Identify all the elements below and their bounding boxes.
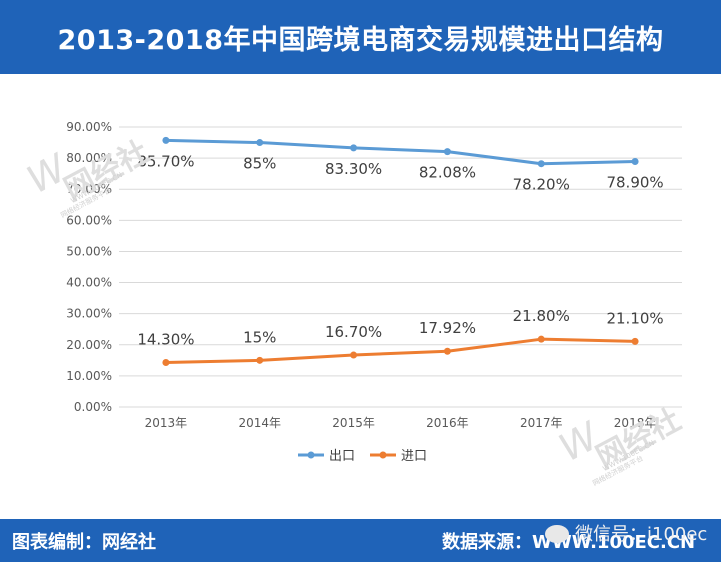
data-point xyxy=(256,356,264,364)
x-tick-label: 2014年 xyxy=(238,416,281,430)
data-point xyxy=(443,347,451,355)
data-point xyxy=(537,160,545,168)
data-label: 16.70% xyxy=(325,323,382,341)
y-tick-label: 50.00% xyxy=(66,244,112,258)
data-point xyxy=(162,359,170,367)
y-tick-label: 70.00% xyxy=(66,182,112,196)
x-tick-label: 2018年 xyxy=(614,416,657,430)
data-point xyxy=(350,144,358,152)
data-label: 14.30% xyxy=(137,331,194,349)
y-tick-label: 20.00% xyxy=(66,338,112,352)
data-label: 78.90% xyxy=(606,174,663,192)
data-point xyxy=(256,139,264,147)
y-tick-label: 30.00% xyxy=(66,307,112,321)
data-label: 21.10% xyxy=(606,309,663,327)
title-bar: 2013-2018年中国跨境电商交易规模进出口结构 xyxy=(0,0,721,74)
series-line xyxy=(165,138,636,166)
x-tick-label: 2017年 xyxy=(520,416,563,430)
line-chart: 0.00% 10.00% 20.00% 30.00% 40.00% 50.00% 60.00… xyxy=(66,120,682,464)
data-point xyxy=(162,136,170,144)
legend-marker xyxy=(379,451,387,459)
y-tick-label: 80.00% xyxy=(66,151,112,165)
data-label: 85.70% xyxy=(137,152,194,170)
y-tick-label: 90.00% xyxy=(66,120,112,134)
data-point xyxy=(350,351,358,359)
x-tick-label: 2016年 xyxy=(426,416,469,430)
y-tick-label: 10.00% xyxy=(66,369,112,383)
data-label: 85% xyxy=(243,155,276,173)
x-tick-label: 2013年 xyxy=(145,416,188,430)
footer-bar: 图表编制：网经社 数据来源：WWW.100EC.CN 微信号：i100ec xyxy=(0,519,721,562)
data-point xyxy=(443,148,451,156)
legend-label: 进口 xyxy=(401,449,427,464)
data-source-label: 数据来源：WWW.100EC.CN xyxy=(442,532,696,553)
data-point xyxy=(631,337,639,345)
x-tick-label: 2015年 xyxy=(332,416,375,430)
data-label: 78.20% xyxy=(513,176,570,194)
data-label: 17.92% xyxy=(419,319,476,337)
legend-marker xyxy=(307,451,315,459)
data-point xyxy=(537,335,545,343)
wechat-icon xyxy=(545,525,569,543)
series-line xyxy=(165,337,636,365)
chart-title: 2013-2018年中国跨境电商交易规模进出口结构 xyxy=(57,24,664,56)
wechat-id-text: 微信号：i100ec xyxy=(575,524,708,545)
data-point xyxy=(631,158,639,166)
data-label: 15% xyxy=(243,328,276,346)
wechat-id-label: 微信号：i100ec xyxy=(545,520,707,546)
watermark-logo-bottom: W 网经社 WWW.100EC.CN 网络经济服务平台 xyxy=(552,390,710,490)
data-label: 82.08% xyxy=(419,164,476,182)
y-tick-label: 60.00% xyxy=(66,213,112,227)
y-tick-label: 0.00% xyxy=(74,400,112,414)
data-label: 83.30% xyxy=(325,160,382,178)
watermark-logo-top: W 网经社 WWW.100EC.CN 网络经济服务平台 xyxy=(20,122,178,222)
legend-label: 出口 xyxy=(329,449,355,464)
data-label: 21.80% xyxy=(513,307,570,325)
y-tick-label: 40.00% xyxy=(66,276,112,290)
compiled-by-label: 图表编制：网经社 xyxy=(12,532,156,553)
chart-area: 0.00% 10.00% 20.00% 30.00% 40.00% 50.00% 60.00… xyxy=(0,74,721,520)
